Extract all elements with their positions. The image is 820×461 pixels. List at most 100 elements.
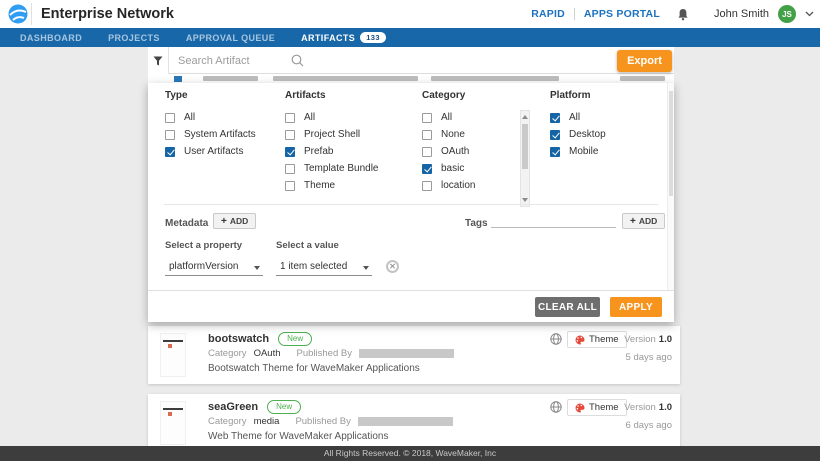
plus-icon: + bbox=[221, 215, 227, 227]
theme-label: Theme bbox=[589, 402, 619, 413]
user-name: John Smith bbox=[713, 8, 769, 20]
checkbox[interactable] bbox=[422, 180, 432, 191]
filter-option-artifacts-template-bundle[interactable]: Template Bundle bbox=[285, 160, 422, 177]
checkbox[interactable] bbox=[422, 163, 432, 174]
checkbox[interactable] bbox=[550, 129, 560, 140]
nav-tab-artifacts[interactable]: ARTIFACTS 133 bbox=[288, 28, 399, 47]
category-scrollbar[interactable] bbox=[520, 110, 530, 207]
rapid-link[interactable]: RAPID bbox=[531, 8, 565, 20]
published-age: 5 days ago bbox=[625, 352, 672, 363]
search-input[interactable] bbox=[178, 51, 428, 70]
filter-option-artifacts-theme[interactable]: Theme bbox=[285, 177, 422, 194]
filter-toggle-button[interactable] bbox=[148, 47, 169, 74]
metadata-add-button[interactable]: + ADD bbox=[213, 213, 257, 229]
chevron-down-icon[interactable] bbox=[805, 11, 814, 17]
scroll-up-icon[interactable] bbox=[522, 115, 528, 119]
top-header: Enterprise Network RAPID APPS PORTAL Joh… bbox=[0, 0, 820, 28]
checkbox[interactable] bbox=[165, 146, 175, 157]
apply-button[interactable]: APPLY bbox=[610, 297, 662, 317]
filter-option-category-location[interactable]: location bbox=[422, 177, 550, 194]
checkbox[interactable] bbox=[285, 146, 295, 157]
scroll-down-icon[interactable] bbox=[522, 198, 528, 202]
avatar[interactable]: JS bbox=[778, 5, 796, 23]
property-dropdown[interactable]: platformVersion bbox=[165, 259, 263, 276]
version-value: 1.0 bbox=[658, 402, 672, 413]
nav-tab-dashboard[interactable]: DASHBOARD bbox=[20, 32, 83, 43]
obscured-text bbox=[620, 76, 665, 81]
panel-divider bbox=[164, 204, 658, 205]
scrollbar-thumb[interactable] bbox=[522, 124, 528, 169]
panel-scrollbar[interactable] bbox=[667, 83, 674, 290]
tags-add-button[interactable]: + ADD bbox=[622, 213, 666, 229]
category-value: media bbox=[253, 416, 280, 427]
checkbox[interactable] bbox=[285, 163, 295, 174]
checkbox[interactable] bbox=[285, 129, 295, 140]
checkbox[interactable] bbox=[422, 146, 432, 157]
checkbox[interactable] bbox=[422, 112, 432, 123]
nav-tab-approval-queue[interactable]: APPROVAL QUEUE bbox=[185, 32, 276, 43]
notification-bell-icon[interactable] bbox=[677, 8, 689, 21]
palette-icon bbox=[575, 335, 585, 344]
globe-icon bbox=[550, 401, 562, 413]
filter-option-type-user-artifacts[interactable]: User Artifacts bbox=[165, 143, 285, 160]
artifact-card-bootswatch[interactable]: bootswatch New Category OAuth Published … bbox=[148, 326, 680, 384]
copyright-text: All Rights Reserved. © 2018, WaveMaker, … bbox=[323, 448, 497, 458]
filter-option-platform-mobile[interactable]: Mobile bbox=[550, 143, 674, 160]
select-property-label: Select a property bbox=[165, 240, 243, 251]
new-badge: New bbox=[278, 332, 313, 347]
select-value-label: Select a value bbox=[276, 240, 339, 251]
artifact-card-seagreen[interactable]: seaGreen New Category media Published By… bbox=[148, 394, 680, 452]
filter-option-type-all[interactable]: All bbox=[165, 109, 285, 126]
remove-metadata-filter-icon[interactable]: ✕ bbox=[386, 260, 399, 273]
filter-group-title: Platform bbox=[550, 90, 591, 101]
artifact-thumbnail bbox=[160, 333, 186, 377]
checkbox[interactable] bbox=[422, 129, 432, 140]
apps-portal-link[interactable]: APPS PORTAL bbox=[583, 8, 660, 20]
tags-input[interactable] bbox=[491, 212, 616, 228]
filter-option-type-system-artifacts[interactable]: System Artifacts bbox=[165, 126, 285, 143]
published-age: 6 days ago bbox=[625, 420, 672, 431]
filter-group-title: Artifacts bbox=[285, 90, 326, 101]
filter-option-category-all[interactable]: All bbox=[422, 109, 550, 126]
filter-option-category-oauth[interactable]: OAuth bbox=[422, 143, 550, 160]
nav-tab-projects[interactable]: PROJECTS bbox=[108, 32, 160, 43]
new-badge: New bbox=[267, 400, 302, 415]
obscured-list-row bbox=[148, 74, 674, 83]
filter-group-platform: Platform All Desktop Mobile bbox=[550, 90, 674, 194]
artifact-description: Web Theme for WaveMaker Applications bbox=[208, 431, 389, 442]
checkbox[interactable] bbox=[165, 129, 175, 140]
page-footer: All Rights Reserved. © 2018, WaveMaker, … bbox=[0, 446, 820, 461]
filter-option-platform-all[interactable]: All bbox=[550, 109, 674, 126]
version-label: Version bbox=[624, 334, 656, 345]
filter-option-category-none[interactable]: None bbox=[422, 126, 550, 143]
clear-all-button[interactable]: CLEAR ALL bbox=[535, 297, 600, 317]
obscured-checkbox bbox=[174, 76, 182, 82]
filter-panel-footer: CLEAR ALL APPLY bbox=[148, 290, 674, 322]
obscured-text bbox=[273, 76, 418, 81]
published-by-label: Published By bbox=[296, 348, 352, 359]
palette-icon bbox=[575, 403, 585, 412]
checkbox[interactable] bbox=[550, 112, 560, 123]
filter-option-platform-desktop[interactable]: Desktop bbox=[550, 126, 674, 143]
category-value: OAuth bbox=[253, 348, 281, 359]
header-divider bbox=[31, 3, 32, 25]
filter-group-title: Type bbox=[165, 90, 188, 101]
checkbox[interactable] bbox=[550, 146, 560, 157]
filter-option-artifacts-prefab[interactable]: Prefab bbox=[285, 143, 422, 160]
checkbox[interactable] bbox=[285, 180, 295, 191]
dropdown-caret-icon bbox=[363, 266, 369, 270]
filter-option-artifacts-all[interactable]: All bbox=[285, 109, 422, 126]
link-separator bbox=[573, 8, 575, 20]
value-dropdown[interactable]: 1 item selected bbox=[276, 259, 372, 276]
filter-option-artifacts-project-shell[interactable]: Project Shell bbox=[285, 126, 422, 143]
artifact-description: Bootswatch Theme for WaveMaker Applicati… bbox=[208, 363, 420, 374]
checkbox[interactable] bbox=[165, 112, 175, 123]
search-toolbar bbox=[148, 47, 674, 74]
filter-option-category-basic[interactable]: basic bbox=[422, 160, 550, 177]
panel-scrollbar-thumb[interactable] bbox=[669, 91, 673, 196]
page-title: Enterprise Network bbox=[41, 6, 174, 22]
export-button[interactable]: Export bbox=[617, 50, 672, 72]
category-label: Category bbox=[208, 416, 247, 427]
checkbox[interactable] bbox=[285, 112, 295, 123]
